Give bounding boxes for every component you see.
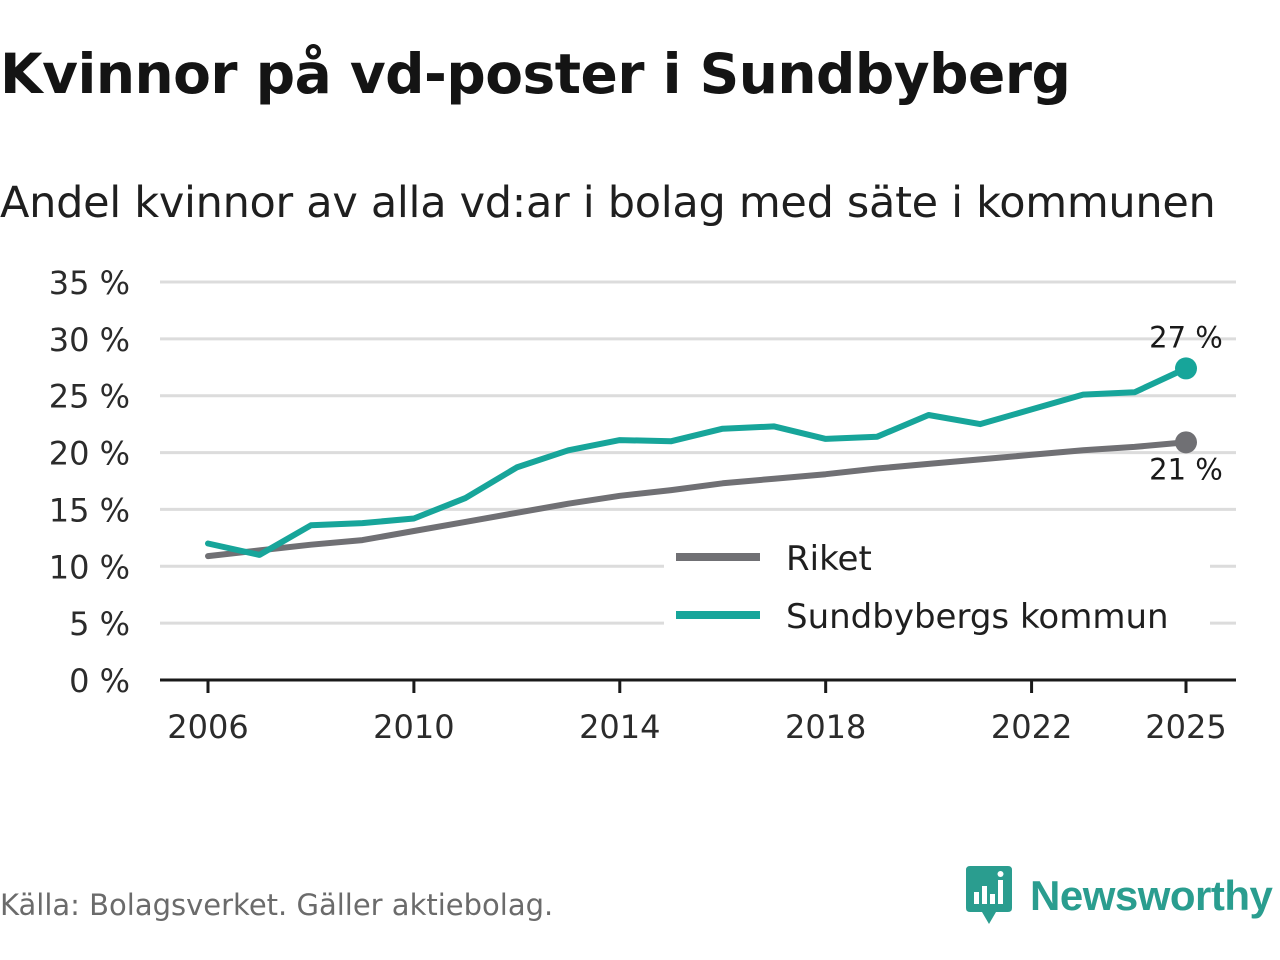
end-label-riket: 21 % [1149,452,1223,486]
series-line-riket [205,439,1189,560]
logo-bar-3 [990,894,995,904]
legend-background [664,530,1210,638]
chart-subtitle: Andel kvinnor av alla vd:ar i bolag med … [0,178,1216,228]
y-tick-label-15: 15 % [49,491,130,529]
x-tick-label-2010: 2010 [373,708,454,746]
x-tick-label-2014: 2014 [579,708,660,746]
source-note: Källa: Bolagsverket. Gäller aktiebolag. [0,888,554,922]
logo-bar-2 [982,886,987,904]
logo-bar-1 [974,892,979,904]
legend-label-riket: Riket [786,539,872,579]
logo-dot [997,871,1004,877]
y-tick-label-20: 20 % [49,435,130,473]
newsworthy-logo-icon [966,866,1012,924]
series-line-sundbybergs-kommun [205,365,1189,558]
chart-title: Kvinnor på vd-poster i Sundbyberg [0,42,1071,106]
x-tick-label-2022: 2022 [991,708,1072,746]
legend-label-sundbybergs-kommun: Sundbybergs kommun [786,597,1169,637]
y-tick-label-0: 0 % [69,662,130,700]
logo-bar-4 [998,880,1003,904]
y-tick-label-10: 10 % [49,548,130,586]
end-point-sundbybergs-kommun [1175,357,1197,380]
y-axis-ticks: 0 % 5 % 10 % 15 % 20 % 25 % 30 % 35 % [49,264,130,700]
x-tick-label-2018: 2018 [785,708,866,746]
legend: Riket Sundbybergs kommun [664,530,1210,638]
y-tick-label-25: 25 % [49,378,130,416]
newsworthy-brand: Newsworthy [964,864,1273,928]
end-point-riket [1175,431,1197,454]
x-tick-label-2006: 2006 [167,708,248,746]
y-tick-label-35: 35 % [49,264,130,302]
brand-name: Newsworthy [1030,872,1273,919]
y-tick-label-30: 30 % [49,321,130,359]
logo-shape [966,866,1012,924]
y-tick-label-5: 5 % [69,605,130,643]
x-axis: 2006 2010 2014 2018 2022 2025 [160,678,1236,746]
series-lines: 21 % 27 % [205,320,1223,560]
end-label-sundbybergs-kommun: 27 % [1149,320,1223,354]
x-tick-label-2025: 2025 [1145,708,1226,746]
